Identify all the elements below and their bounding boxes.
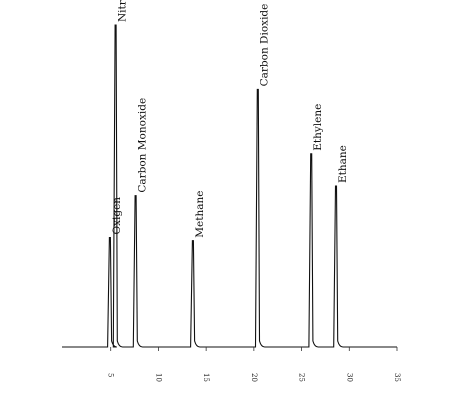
peak-label: Nitrogen [116,0,128,22]
x-tick-label: 30 [345,373,353,382]
x-tick-label: 10 [154,373,162,382]
x-axis: 5 10 15 20 25 30 35 [107,347,401,382]
x-tick-label: 35 [393,373,401,382]
peak-label: Ethylene [312,104,324,151]
x-tick-label: 5 [107,373,115,377]
x-tick-label: 20 [250,373,258,382]
peak-label: Carbon Dioxide [259,4,271,87]
x-tick-label: 15 [202,373,210,382]
peak-label: Carbon Monoxide [137,98,149,193]
chromatogram-trace [62,24,397,348]
peak-labels: Oxigen Nitrogen Carbon Monoxide Methane Carb… [111,0,349,238]
peak-label: Methane [194,191,206,238]
x-tick-label: 25 [298,373,306,382]
peak-label: Oxigen [111,197,123,235]
peak-label: Ethane [337,145,349,183]
